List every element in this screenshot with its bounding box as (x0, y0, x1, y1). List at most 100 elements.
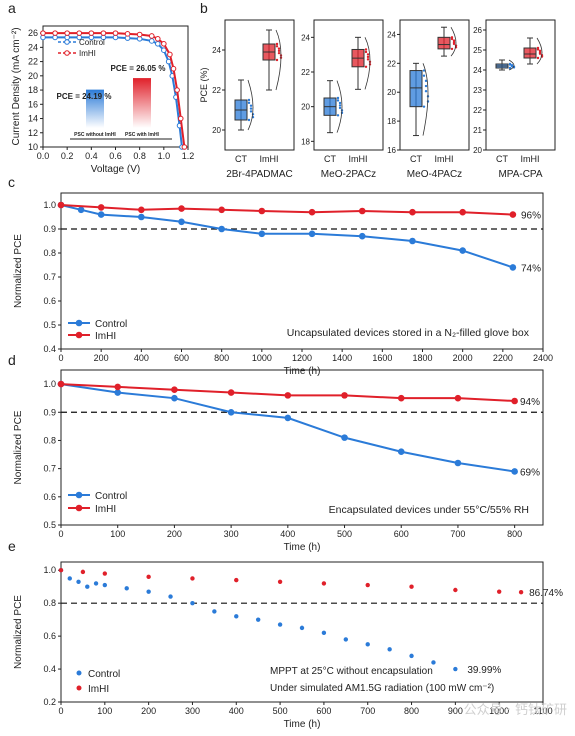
panel-b-1-density (364, 37, 371, 90)
panel-e-point-Control (168, 594, 173, 599)
panel-b-2-point (422, 105, 426, 108)
panel-b-3-density (508, 59, 515, 71)
panel-b-1-category-label: CT (324, 154, 336, 164)
panel-e-point-Control (146, 589, 151, 594)
panel-d-xtick-label: 100 (110, 529, 125, 539)
panel-d-point-Control (341, 434, 348, 441)
panel-a-ytick-label: 16 (28, 99, 38, 109)
panel-b-0-ytick-label: 20 (212, 126, 221, 135)
panel-a-point-Control (161, 47, 167, 54)
panel-d-legend-label: ImHI (95, 504, 116, 515)
panel-b-0-frame (224, 19, 295, 151)
panel-b-0-title: 2Br-4PADMAC (226, 169, 293, 180)
panel-d-ylabel: Normalized PCE (13, 410, 24, 484)
panel-e-point-ImHI (146, 574, 151, 580)
panel-d-point-ImHI (171, 386, 178, 394)
panel-b-3-point (508, 66, 512, 70)
panel-e-point-Control (234, 614, 239, 619)
panel-a-point-ImHI (112, 30, 119, 36)
panel-e-end-label-control: 39.99% (467, 665, 501, 676)
panel-e-end-label-imhi: 86.74% (529, 588, 563, 599)
panel-b-2-ytick-label: 18 (387, 117, 396, 126)
panel-c-point-ImHI (308, 208, 316, 216)
panel-a-point-ImHI (52, 30, 58, 36)
panel-d-xtick-label: 0 (58, 529, 63, 539)
panel-e-point-Control (409, 653, 414, 659)
panel-b-1-point (338, 104, 342, 107)
watermark: 公众号 · 钙钛矿研 (463, 703, 567, 718)
panel-c-point-Control (358, 232, 366, 240)
panel-a-legend-marker (64, 50, 70, 56)
panel-a-ytick-label: 24 (28, 42, 38, 52)
panel-b-0-point (249, 110, 253, 113)
panel-e-legend-marker (76, 685, 82, 691)
panel-b-0-point (249, 104, 253, 107)
panel-d-point-Control (511, 468, 518, 475)
panel-a-ylabel: Current Density (mA cm⁻²) (11, 27, 22, 145)
panel-c-ytick-label: 0.9 (43, 224, 56, 234)
panel-e-point-Control (453, 666, 458, 672)
panel-c-point-ImHI (509, 211, 517, 218)
panel-d-point-ImHI (454, 394, 462, 402)
panel-e-xtick-label: 1100 (533, 706, 552, 716)
panel-a-xlabel: Voltage (V) (91, 164, 140, 175)
panel-e-point-ImHI (234, 577, 239, 583)
panel-e-point-Control (431, 660, 436, 665)
panel-e-point-ImHI (321, 581, 327, 586)
panel-d-point-ImHI (511, 397, 518, 405)
panel-e-annotation-line: Under simulated AM1.5G radiation (100 mW… (270, 683, 494, 694)
panel-b-1-point (366, 53, 370, 56)
panel-c-point-ImHI (97, 204, 105, 211)
panel-b-3-category-label: ImHI (521, 154, 540, 164)
panel-b-0-point (277, 49, 281, 53)
panel-b-2-frame (399, 19, 470, 151)
panel-b-0-density (247, 79, 254, 131)
panel-a-point-Control (148, 38, 155, 44)
panel-c-point-ImHI (138, 206, 145, 214)
panel-d-xtick-label: 500 (337, 529, 352, 539)
panel-c-ytick-label: 0.7 (43, 272, 56, 282)
panel-c-xtick-label: 1600 (372, 353, 392, 363)
panel-e-point-Control (85, 584, 90, 589)
panel-b-0-point (277, 47, 281, 50)
panel-b-2-point (452, 41, 456, 44)
panel-b-2-ytick-label: 20 (387, 88, 396, 97)
panel-e-point-Control (124, 586, 129, 591)
panel-b-2-ytick-label: 24 (387, 30, 396, 39)
panel-c-xlabel: Time (h) (284, 366, 321, 377)
panel-e-point-Control (387, 647, 392, 652)
panel-a-xtick-label: 0.4 (85, 151, 98, 161)
panel-e-xtick-label: 900 (448, 706, 463, 716)
panel-a-xtick-label: 0.0 (37, 151, 50, 161)
panel-d-point-Control (114, 389, 122, 396)
panel-b-3-title: MPA-CPA (498, 169, 542, 180)
panel-b-1-ytick-label: 22 (301, 68, 310, 77)
panel-d-ytick-label: 1.0 (43, 379, 56, 389)
panel-c-xtick-label: 0 (58, 353, 63, 363)
panel-e-point-Control (343, 637, 349, 642)
panel-d-point-Control (397, 448, 405, 456)
panel-c-point-ImHI (409, 208, 416, 216)
panel-a-point-ImHI (100, 30, 107, 36)
panel-b-3-point (510, 65, 514, 68)
panel-d-point-ImHI (284, 392, 292, 399)
panel-d-xtick-label: 600 (394, 529, 409, 539)
panel-c-point-Control (409, 237, 416, 245)
panel-e-ytick-label: 0.2 (43, 697, 56, 707)
panel-b-1-point (366, 55, 370, 59)
panel-d-ytick-label: 0.6 (43, 492, 56, 502)
panel-b-ylabel: PCE (%) (199, 67, 209, 102)
panel-e-annotation-line: MPPT at 25°C without encapsulation (270, 666, 433, 677)
panel-b-2-density (450, 27, 457, 57)
panel-d-ytick-label: 0.7 (43, 464, 56, 474)
panel-b-2-point (450, 37, 454, 41)
panel-e-ylabel: Normalized PCE (13, 595, 24, 669)
panel-e-point-ImHI (277, 579, 283, 584)
panel-a-point-ImHI (177, 115, 184, 122)
panel-a-inset-annotation: PCE = 24.19 % (57, 92, 112, 101)
panel-a-point-ImHI (40, 30, 46, 36)
panel-e-point-Control (321, 630, 327, 636)
panel-b-2-point (422, 69, 426, 72)
panel-e-point-ImHI (518, 589, 524, 595)
